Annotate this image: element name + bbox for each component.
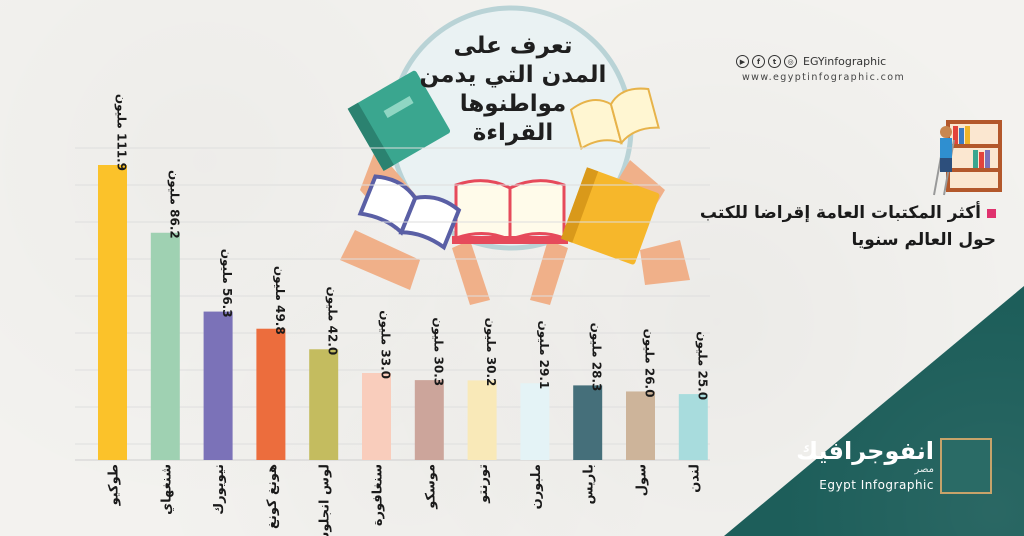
book-green — [347, 70, 451, 172]
category-label: ملبورن — [529, 464, 544, 509]
category-label: نيويورك — [212, 464, 227, 515]
bar-value-label: 86.2 مليون — [166, 170, 181, 239]
chart-subtitle: أكثر المكتبات العامة إقراضا للكتب حول ال… — [686, 200, 996, 254]
bar-value-label: 26.0 مليون — [642, 329, 657, 398]
social-links: ▶ f t ◎ EGYinfographic — [736, 55, 886, 68]
hand-shape — [340, 230, 420, 290]
bar — [467, 380, 497, 460]
category-label: سنغافورة — [371, 464, 386, 526]
bars-group — [98, 165, 708, 460]
social-handle[interactable]: EGYinfographic — [803, 55, 887, 68]
bar — [414, 380, 444, 460]
bookshelf-illustration — [933, 120, 1002, 196]
category-label: هونغ كونغ — [265, 464, 280, 529]
bar-value-label: 42.0 مليون — [325, 286, 340, 355]
hand-shape — [452, 240, 490, 305]
brand-block: انفوجرافيك مصر Egypt Infographic — [796, 438, 934, 492]
category-label: طوكيو — [107, 464, 122, 506]
bar-value-label: 33.0 مليون — [378, 310, 393, 379]
bar-value-label: 56.3 مليون — [219, 249, 234, 318]
labels-group: 111.9 مليون طوكيو 86.2 مليون شنغهاي 56.3 ملي… — [107, 94, 710, 536]
bar — [98, 165, 127, 460]
website-link[interactable]: www.egyptinfographic.com — [742, 72, 906, 83]
youtube-icon[interactable]: ▶ — [736, 55, 749, 68]
bar — [520, 383, 550, 460]
bar — [256, 328, 286, 460]
category-label: لوس انجلوس — [318, 464, 333, 536]
category-label: تورنتو — [476, 464, 491, 504]
bar — [626, 391, 655, 460]
bullet-icon — [987, 208, 996, 218]
bar — [362, 373, 391, 460]
hand-shape — [640, 240, 690, 285]
category-label: باريس — [582, 464, 597, 505]
bar — [203, 311, 233, 460]
bar-value-label: 30.2 مليون — [483, 318, 498, 387]
bar — [309, 349, 339, 460]
bar — [150, 232, 180, 460]
bar-value-label: 28.3 مليون — [589, 323, 604, 392]
category-label: شنغهاي — [159, 464, 174, 515]
chart-subtitle-text: أكثر المكتبات العامة إقراضا للكتب حول ال… — [699, 203, 996, 250]
bar-value-label: 25.0 مليون — [694, 331, 709, 400]
category-label: سول — [635, 464, 650, 496]
grid-lines — [75, 147, 710, 445]
bar — [678, 394, 708, 460]
bar-value-label: 30.3 مليون — [430, 317, 445, 386]
bar-value-label: 29.1 مليون — [536, 321, 551, 390]
chart-title: تعرف على المدن التي يدمن مواطنوها القراء… — [419, 33, 607, 146]
brand-logo-icon — [940, 438, 992, 494]
hand-shape — [530, 240, 568, 305]
bar-value-label: 49.8 مليون — [272, 266, 287, 335]
book-yellow — [560, 167, 660, 265]
twitter-icon[interactable]: t — [768, 55, 781, 68]
bar — [573, 385, 603, 460]
category-label: موسكو — [423, 464, 438, 510]
book-open-center — [452, 179, 568, 244]
instagram-icon[interactable]: ◎ — [784, 55, 797, 68]
facebook-icon[interactable]: f — [752, 55, 765, 68]
brand-arabic-sub: مصر — [914, 464, 934, 475]
bar-value-label: 111.9 مليون — [114, 94, 129, 171]
brand-arabic: انفوجرافيك — [796, 437, 934, 465]
brand-english: Egypt Infographic — [819, 478, 934, 492]
book-open-right — [569, 87, 660, 150]
category-label: لندن — [687, 464, 702, 493]
